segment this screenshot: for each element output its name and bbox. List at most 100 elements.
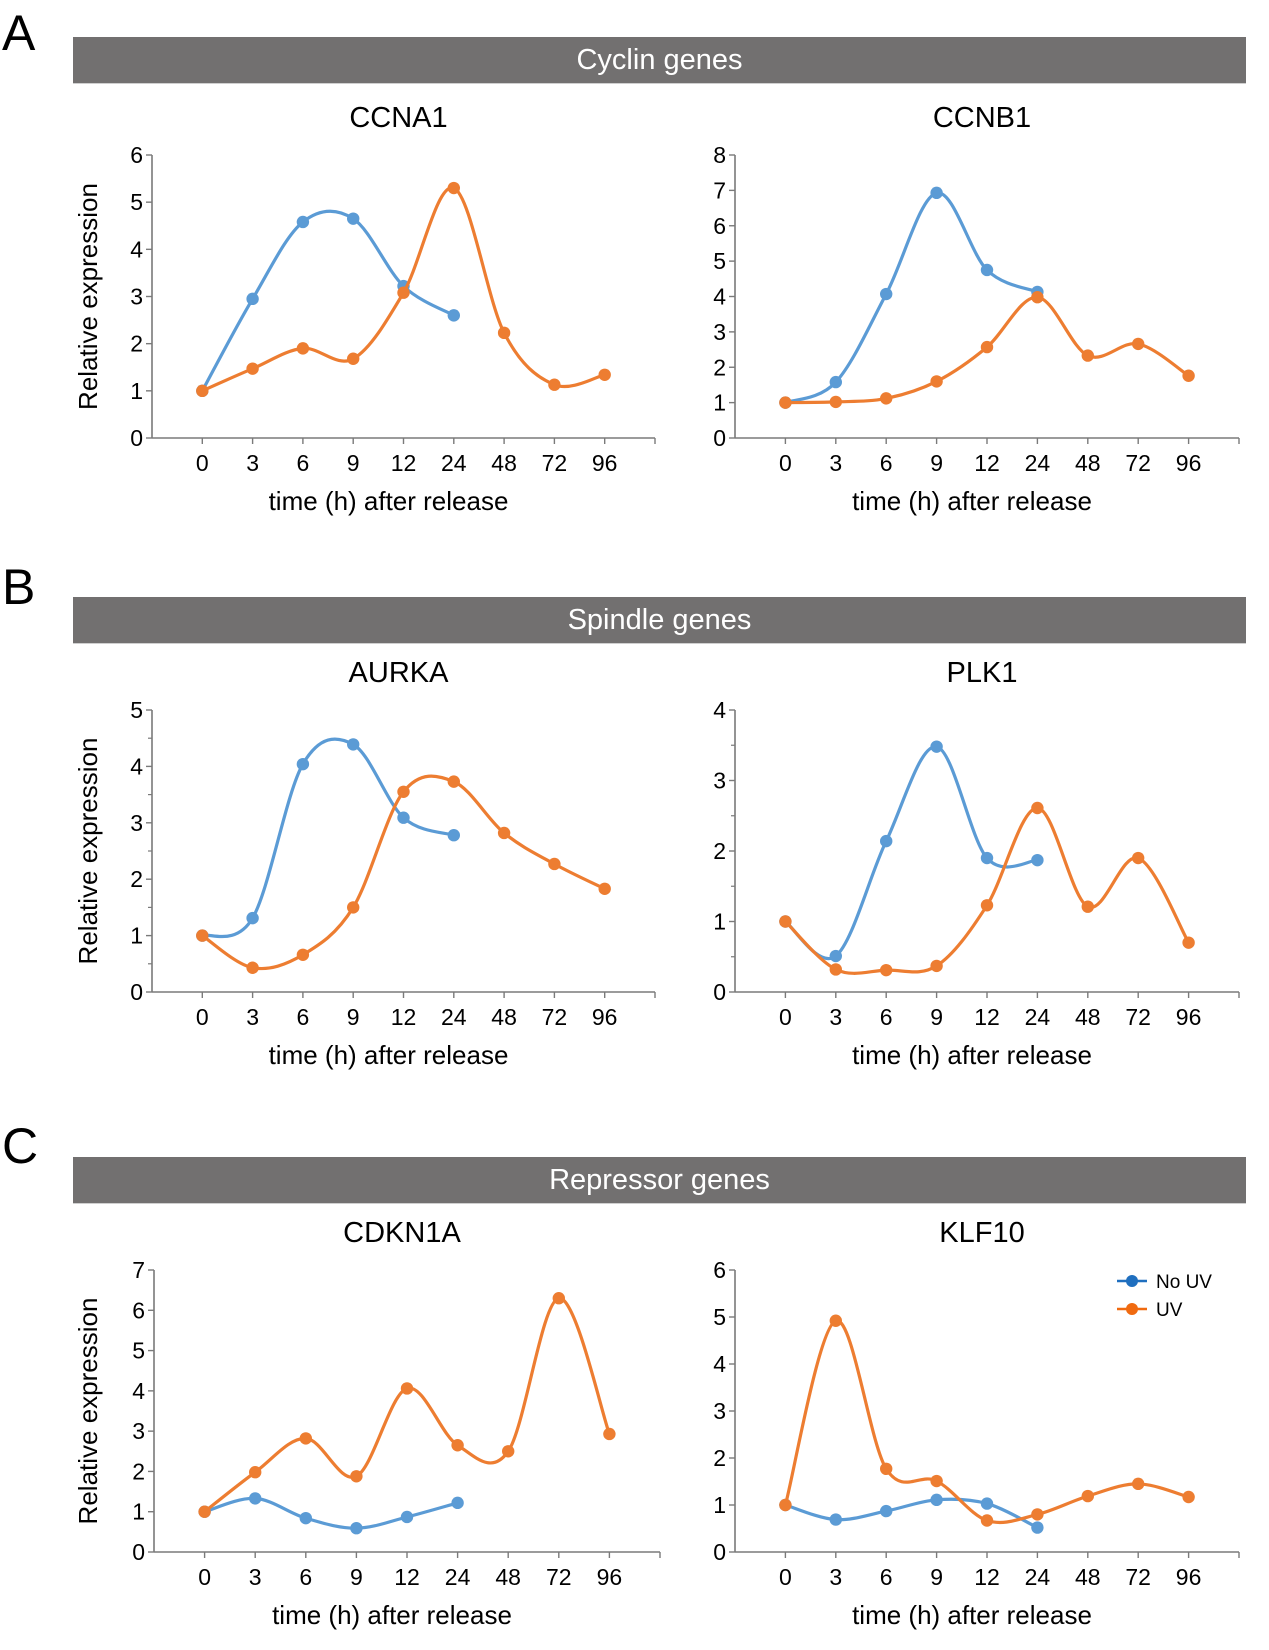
y-tick-label: 0	[130, 979, 143, 1005]
data-point	[1031, 291, 1044, 304]
x-axis-label: time (h) after release	[852, 1040, 1092, 1070]
series-no-uv	[196, 737, 460, 942]
series-no-uv	[779, 1493, 1044, 1534]
data-point	[880, 834, 893, 848]
y-axis-label: Relative expression	[73, 738, 103, 965]
y-tick-label: 3	[132, 1418, 145, 1444]
data-point	[1031, 853, 1044, 867]
y-tick-label: 0	[132, 1539, 145, 1565]
data-point	[196, 384, 209, 398]
data-point	[1031, 1508, 1044, 1521]
y-tick-label: 1	[713, 909, 726, 935]
data-point	[779, 396, 792, 409]
y-tick-label: 2	[713, 1445, 726, 1471]
y-tick-label: 4	[713, 697, 726, 723]
data-point	[598, 882, 611, 895]
x-tick-label: 48	[491, 1004, 517, 1030]
x-tick-label: 6	[297, 450, 310, 476]
data-point	[397, 286, 410, 299]
data-point	[1081, 1489, 1095, 1503]
y-tick-label: 1	[132, 1499, 145, 1525]
legend: No UV UV	[1117, 1272, 1212, 1321]
data-point	[880, 963, 893, 977]
series-line	[200, 774, 607, 971]
x-tick-label: 48	[491, 450, 517, 476]
y-tick-label: 1	[713, 1492, 726, 1518]
data-point	[603, 1427, 616, 1441]
data-point	[246, 961, 259, 974]
x-tick-label: 3	[829, 450, 842, 476]
data-point	[829, 963, 842, 976]
legend-item: UV	[1117, 1300, 1183, 1321]
data-point	[296, 757, 310, 771]
data-point	[552, 1292, 565, 1305]
y-tick-label: 7	[132, 1257, 145, 1283]
x-tick-label: 9	[930, 450, 943, 476]
x-tick-label: 96	[1176, 450, 1202, 476]
section-title: Spindle genes	[567, 603, 752, 636]
data-point	[296, 948, 310, 961]
y-tick-label: 0	[713, 1539, 726, 1565]
data-point	[980, 1497, 994, 1510]
section-bar-repressor-genes: Repressor genes	[73, 1157, 1246, 1203]
data-point	[347, 212, 360, 225]
x-tick-label: 6	[880, 450, 893, 476]
y-tick-label: 6	[132, 1297, 145, 1323]
data-point	[246, 911, 259, 925]
y-tick-label: 2	[132, 1458, 145, 1484]
y-axis-label: Relative expression	[73, 183, 103, 410]
x-tick-label: 3	[246, 450, 259, 476]
data-point	[548, 378, 561, 391]
x-tick-label: 3	[246, 1004, 259, 1030]
data-point	[779, 1498, 792, 1512]
y-tick-label: 5	[713, 248, 726, 274]
y-tick-label: 4	[130, 753, 143, 779]
x-tick-label: 48	[1075, 1004, 1101, 1030]
data-point	[198, 1505, 211, 1518]
y-tick-label: 1	[130, 923, 143, 949]
y-tick-label: 0	[130, 425, 143, 451]
data-point	[880, 1462, 893, 1476]
data-point	[930, 1493, 943, 1507]
x-tick-label: 3	[829, 1564, 842, 1590]
x-tick-label: 6	[299, 1564, 312, 1590]
data-point	[400, 1510, 414, 1524]
x-tick-label: 24	[441, 1004, 467, 1030]
data-point	[347, 901, 360, 914]
series-line	[783, 806, 1191, 975]
legend-label: No UV	[1156, 1272, 1212, 1293]
y-tick-label: 6	[130, 142, 143, 168]
y-tick-label: 3	[130, 284, 143, 310]
data-point	[598, 368, 611, 381]
data-point	[246, 292, 259, 306]
x-tick-label: 48	[1075, 450, 1101, 476]
y-tick-label: 4	[713, 1351, 726, 1377]
x-tick-label: 72	[1125, 1564, 1151, 1590]
series-uv	[779, 801, 1195, 977]
data-point	[1182, 936, 1195, 949]
data-point	[829, 395, 842, 409]
y-tick-label: 5	[132, 1338, 145, 1364]
x-tick-label: 12	[974, 1004, 1000, 1030]
x-axis-label: time (h) after release	[272, 1600, 512, 1630]
data-point	[451, 1496, 464, 1510]
data-point	[829, 1314, 842, 1327]
data-point	[1081, 349, 1095, 362]
y-tick-label: 5	[130, 189, 143, 215]
x-tick-label: 6	[297, 1004, 310, 1030]
data-point	[447, 829, 460, 842]
x-tick-label: 9	[347, 1004, 360, 1030]
data-point	[296, 342, 310, 355]
legend-label: UV	[1156, 1300, 1183, 1321]
x-tick-label: 24	[1025, 1004, 1051, 1030]
series-no-uv	[779, 740, 1044, 963]
x-tick-label: 0	[198, 1564, 211, 1590]
chart-title: PLK1	[947, 657, 1018, 689]
y-tick-label: 1	[713, 390, 726, 416]
x-tick-label: 9	[930, 1004, 943, 1030]
x-tick-label: 72	[1125, 450, 1151, 476]
data-point	[502, 1445, 515, 1458]
